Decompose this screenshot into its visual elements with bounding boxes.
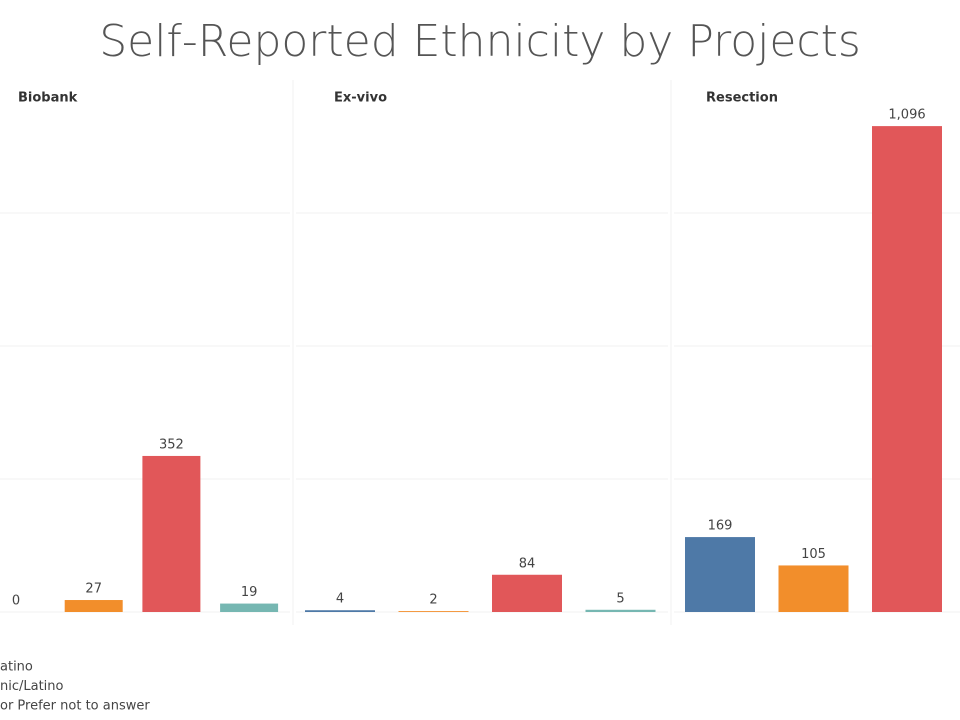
value-label: 0 — [12, 594, 20, 609]
bar — [142, 455, 201, 612]
bar — [685, 537, 755, 612]
bar — [585, 609, 656, 612]
bar — [872, 126, 942, 613]
legend-text: nic/Latino — [0, 679, 64, 694]
legend-text: atino — [0, 660, 33, 675]
bar — [398, 611, 469, 612]
value-label: 1,096 — [888, 108, 925, 123]
value-label: 4 — [336, 592, 344, 607]
panel-title: Ex-vivo — [334, 91, 387, 106]
value-label: 27 — [85, 582, 102, 597]
page-title: Self-Reported Ethnicity by Projects — [99, 16, 861, 67]
value-label: 352 — [159, 437, 184, 452]
panel-title: Resection — [706, 91, 778, 106]
value-label: 84 — [519, 556, 536, 571]
value-label: 2 — [429, 593, 437, 608]
bar — [220, 603, 279, 612]
value-label: 19 — [241, 585, 258, 600]
legend-text: or Prefer not to answer — [0, 699, 150, 714]
bar — [778, 565, 849, 612]
panel-title: Biobank — [18, 91, 78, 106]
bar — [492, 574, 562, 612]
bar — [305, 610, 375, 612]
bar — [64, 600, 123, 612]
value-label: 5 — [616, 591, 624, 606]
value-label: 169 — [708, 519, 733, 534]
value-label: 105 — [801, 547, 826, 562]
